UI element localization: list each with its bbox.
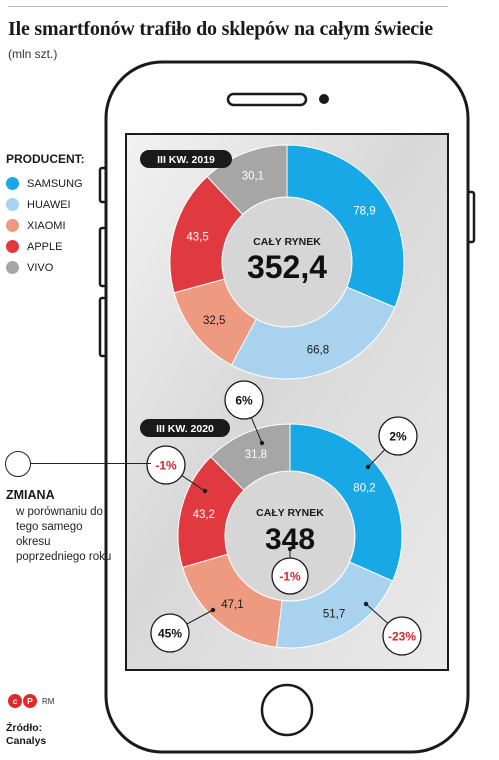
- change-leader-line: [186, 609, 214, 625]
- slice-value-label: 43,2: [193, 509, 215, 521]
- legend-item-xiaomi: XIAOMI: [6, 215, 116, 236]
- legend-label-samsung: SAMSUNG: [27, 177, 83, 190]
- change-bubble: [378, 416, 418, 456]
- donut-slice-vivo: [209, 423, 291, 491]
- source: Źródło: Canalys: [6, 722, 46, 748]
- change-bubble: [224, 380, 264, 420]
- legend-label-apple: APPLE: [27, 240, 63, 253]
- change-leader-line: [365, 603, 389, 624]
- page-subtitle: (mln szt.): [8, 47, 58, 61]
- legend-label-huawei: HUAWEI: [27, 198, 71, 211]
- logo-mark-c-icon: c: [8, 694, 22, 708]
- change-leader-dot: [365, 464, 371, 470]
- change-value-apple: -1%: [155, 459, 177, 473]
- change-leader-dot: [287, 546, 293, 552]
- slice-value-label: 43,5: [186, 232, 208, 244]
- change-note: ZMIANA w porównaniu do tego samego okres…: [6, 488, 116, 565]
- change-value-huawei: -23%: [388, 630, 416, 644]
- period-pill: [140, 419, 230, 437]
- source-label: Źródło:: [6, 722, 43, 734]
- change-leader-line: [250, 417, 263, 444]
- publisher-logo: c P RM: [8, 694, 54, 708]
- change-bubble: [271, 557, 309, 595]
- change-leader-dot: [363, 601, 369, 607]
- legend-dot-vivo: [6, 261, 19, 274]
- change-leader-dot: [210, 607, 216, 613]
- legend-dot-apple: [6, 240, 19, 253]
- top-rule: [8, 6, 448, 7]
- legend-label-vivo: VIVO: [27, 261, 54, 274]
- change-value-vivo: 6%: [235, 394, 253, 408]
- legend-item-vivo: VIVO: [6, 257, 116, 278]
- legend-dot-samsung: [6, 177, 19, 190]
- change-leader-line: [367, 449, 386, 468]
- center-label: CAŁY RYNEK: [256, 507, 324, 519]
- donut-slice-samsung: [289, 423, 403, 582]
- legend-label-xiaomi: XIAOMI: [27, 219, 66, 232]
- change-leader-line: [181, 475, 206, 492]
- legend: PRODUCENT: SAMSUNG HUAWEI XIAOMI APPLE V…: [6, 152, 116, 278]
- slice-value-label: 66,8: [307, 345, 329, 357]
- period-label: III KW. 2020: [156, 423, 214, 435]
- legend-dot-xiaomi: [6, 219, 19, 232]
- slice-value-label: 78,9: [353, 206, 375, 218]
- slice-value-label: 80,2: [353, 482, 375, 494]
- change-value-samsung: 2%: [389, 430, 407, 444]
- change-value-total: -1%: [279, 570, 301, 584]
- change-note-title: ZMIANA: [6, 488, 55, 502]
- donut-slice-samsung: [286, 144, 405, 309]
- legend-item-huawei: HUAWEI: [6, 194, 116, 215]
- phone-speaker: [226, 92, 308, 107]
- slice-value-label: 47,1: [221, 599, 243, 611]
- donut-slice-huawei: [230, 286, 396, 380]
- source-name: Canalys: [6, 735, 47, 747]
- slice-value-label: 51,7: [323, 608, 345, 620]
- legend-item-samsung: SAMSUNG: [6, 173, 116, 194]
- change-bubble: [150, 613, 190, 653]
- slice-value-label: 32,5: [203, 315, 225, 327]
- change-leader-dot: [259, 440, 265, 446]
- center-total: 352,4: [247, 249, 327, 285]
- legend-item-apple: APPLE: [6, 236, 116, 257]
- legend-dot-huawei: [6, 198, 19, 211]
- slice-value-label: 30,1: [242, 170, 264, 182]
- change-value-xiaomi: 45%: [158, 627, 182, 641]
- change-marker-line: [31, 463, 151, 465]
- logo-mark-p-icon: P: [23, 694, 37, 708]
- phone-home-button: [260, 683, 314, 737]
- donut-center: [226, 472, 354, 600]
- donut-center: [223, 198, 351, 326]
- phone-camera: [319, 94, 329, 104]
- change-bubble: [382, 616, 422, 656]
- center-label: CAŁY RYNEK: [253, 236, 321, 248]
- change-marker-icon: [5, 451, 31, 477]
- change-note-text: w porównaniu do tego samego okresu poprz…: [16, 506, 112, 563]
- period-label: III KW. 2019: [157, 154, 215, 166]
- logo-suffix: RM: [42, 696, 55, 706]
- period-pill: [140, 150, 232, 168]
- change-leader-dot: [202, 488, 208, 494]
- change-bubble: [146, 445, 186, 485]
- page-title: Ile smartfonów trafiło do sklepów na cał…: [8, 18, 433, 40]
- legend-title: PRODUCENT:: [6, 152, 85, 166]
- slice-value-label: 31,8: [245, 449, 267, 461]
